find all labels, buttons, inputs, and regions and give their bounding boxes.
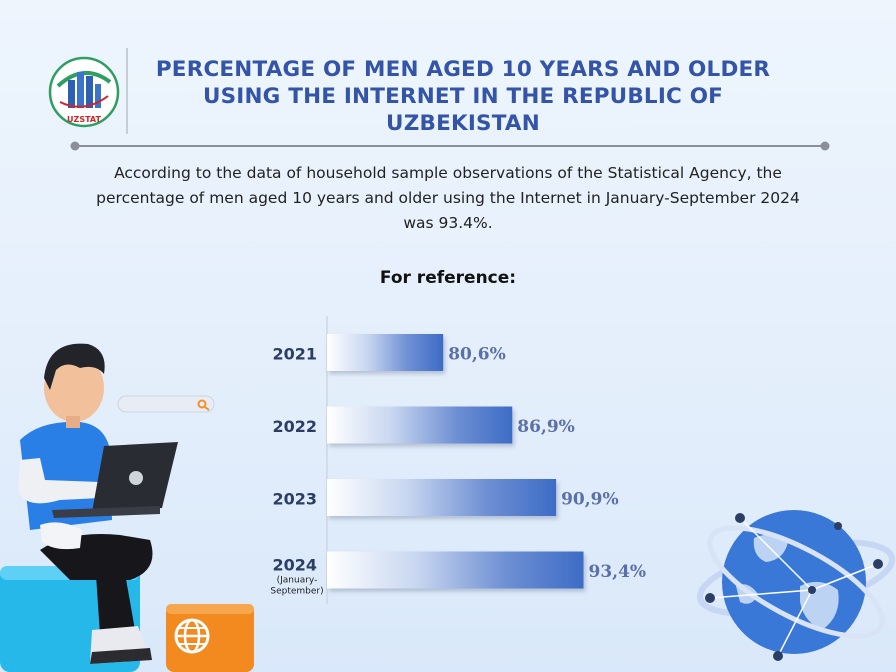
category-sublabel-2024-0: (January- — [277, 576, 318, 586]
bar-2022 — [327, 406, 513, 444]
value-label-2023: 90,9% — [561, 490, 619, 510]
category-sublabel-2024-1: September) — [270, 587, 323, 597]
search-bar-icon — [117, 395, 215, 413]
description-text: According to the data of household sampl… — [96, 164, 800, 232]
title-divider-rule — [70, 141, 830, 151]
category-label-2023: 2023 — [272, 490, 317, 509]
category-label-2022: 2022 — [272, 417, 317, 436]
globe-network-icon — [696, 510, 896, 661]
web-globe-icon — [166, 604, 254, 672]
bar-2023 — [327, 479, 557, 516]
page-title: PERCENTAGE OF MEN AGED 10 YEARS AND OLDE… — [155, 57, 771, 136]
bar-2024 — [327, 551, 584, 589]
logo-text: UZSTAT — [67, 115, 101, 124]
value-label-2024: 93,4% — [589, 562, 647, 582]
bar-2021 — [327, 334, 444, 371]
uzstat-logo: UZSTAT — [48, 56, 120, 128]
reference-label: For reference: — [379, 268, 517, 288]
category-label-2024: 2024 — [272, 556, 317, 575]
logo-divider — [126, 48, 128, 134]
category-label-2021: 2021 — [272, 345, 317, 364]
value-label-2021: 80,6% — [448, 345, 506, 365]
value-label-2022: 86,9% — [517, 417, 575, 437]
person-with-laptop-icon — [0, 343, 254, 672]
